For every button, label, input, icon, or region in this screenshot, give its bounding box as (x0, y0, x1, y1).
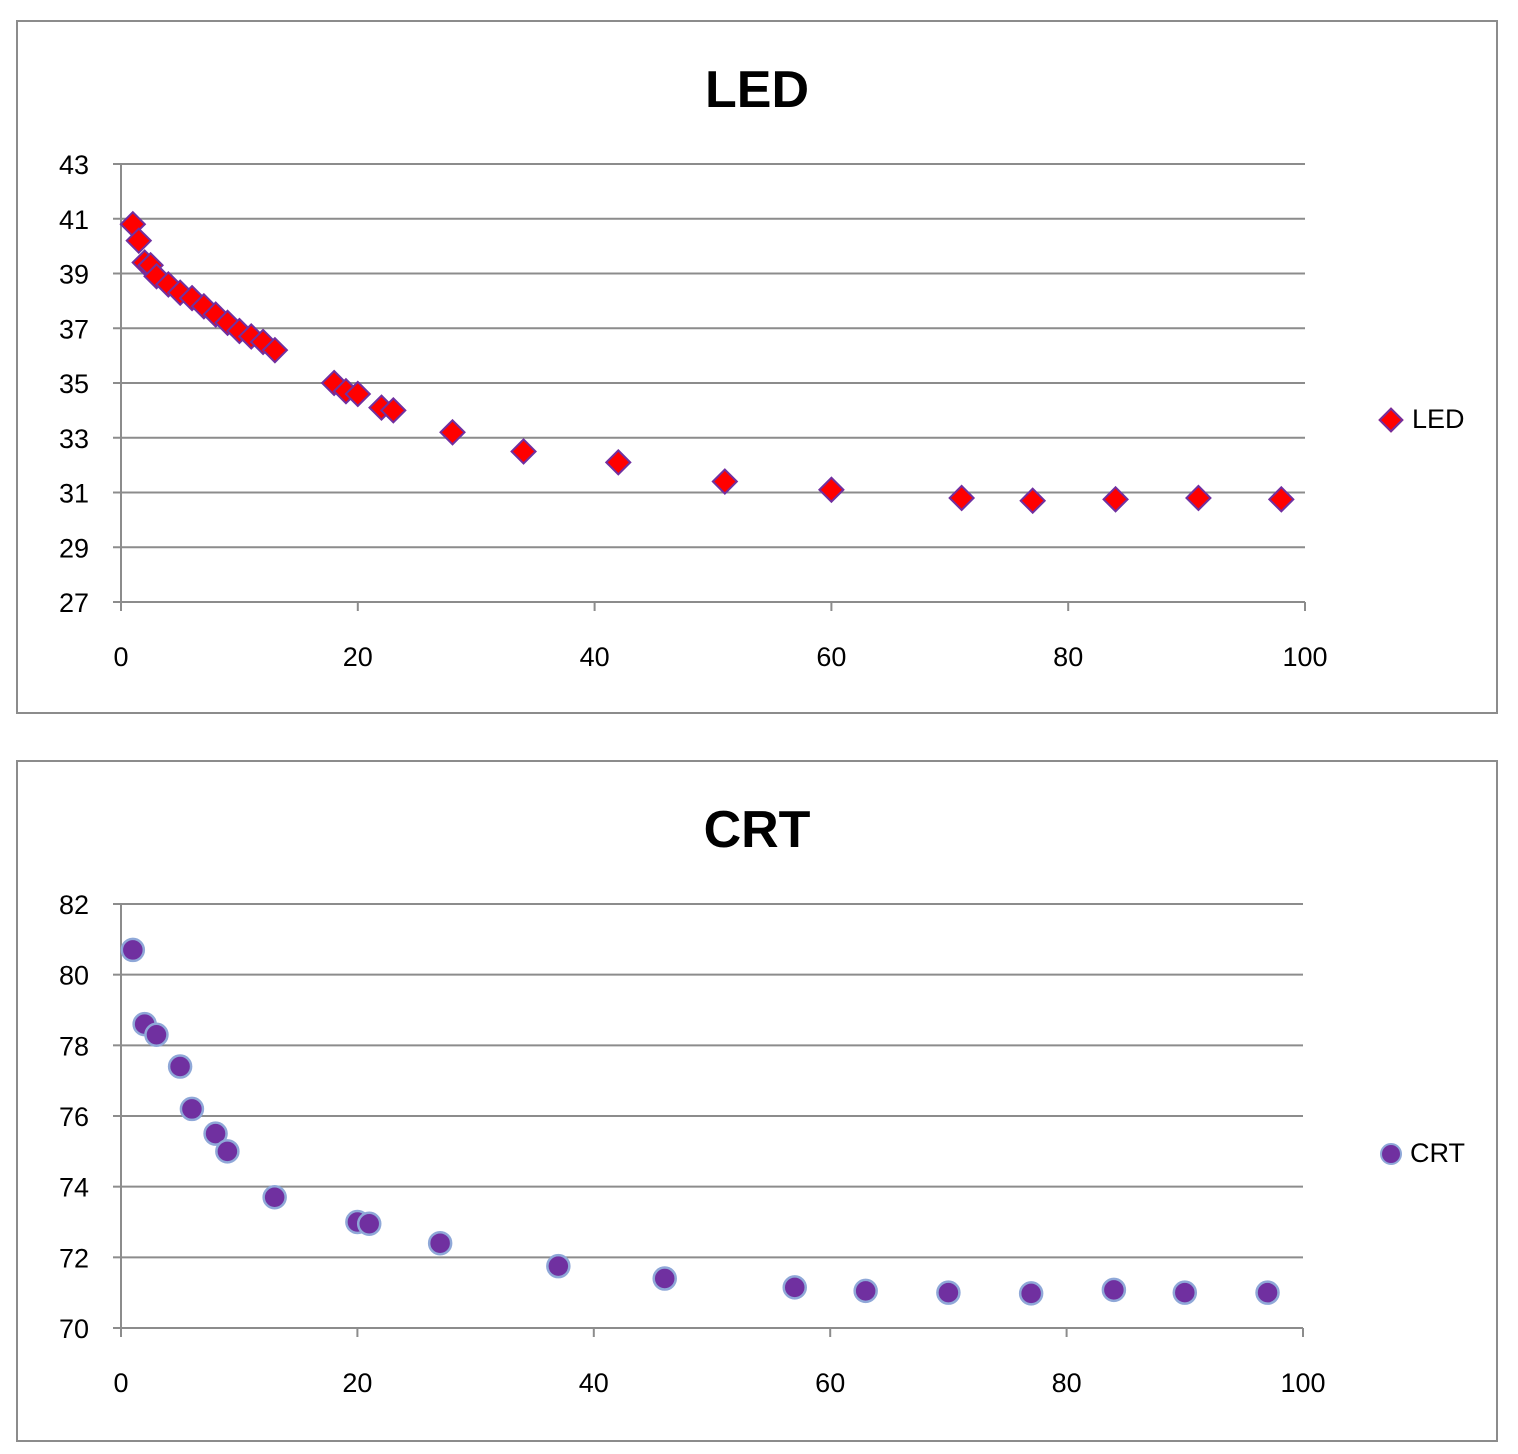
crt-data-point (120, 937, 146, 963)
led-chart-title: LED (705, 61, 809, 119)
crt-data-point (782, 1275, 807, 1300)
crt-data-point (853, 1278, 878, 1304)
led-plot: 27 29 31 33 35 37 39 41 43 0 20 40 60 80 100 (59, 150, 1328, 672)
crt-xtick-label: 100 (1280, 1368, 1325, 1398)
crt-xtick-label: 20 (342, 1368, 372, 1398)
led-data-point (125, 227, 153, 255)
crt-xtick-label: 40 (579, 1368, 609, 1398)
led-xtick-label: 100 (1282, 642, 1327, 672)
crt-xtick-label: 0 (113, 1368, 128, 1398)
crt-data-point (215, 1139, 240, 1164)
crt-data-point (652, 1266, 677, 1291)
led-data-point (344, 380, 372, 408)
crt-ytick-label: 76 (59, 1102, 89, 1132)
led-ytick-label: 43 (59, 150, 89, 180)
led-data-point (817, 476, 845, 504)
led-xtick-label: 20 (343, 642, 373, 672)
led-data-point (261, 336, 289, 364)
crt-data-point (936, 1280, 961, 1305)
led-ytick-label: 39 (59, 260, 89, 290)
crt-ytick-label: 80 (59, 961, 89, 991)
led-ytick-label: 33 (59, 424, 89, 454)
crt-data-point (262, 1185, 287, 1210)
led-data-point (604, 448, 632, 476)
led-data-point (1185, 484, 1212, 512)
crt-legend-circle-icon (1380, 1142, 1402, 1165)
led-data-point (1019, 487, 1047, 515)
led-data-point (439, 418, 466, 446)
led-ytick-label: 35 (59, 369, 89, 399)
crt-data-point (167, 1054, 193, 1079)
led-data-point (1267, 485, 1295, 513)
led-ytick-label: 41 (59, 205, 89, 235)
crt-data-point (1101, 1277, 1127, 1303)
crt-xtick-label: 80 (1052, 1368, 1082, 1398)
led-ytick-label: 37 (59, 314, 89, 344)
crt-legend: CRT (1380, 1138, 1465, 1169)
crt-data-point (179, 1096, 205, 1122)
crt-ytick-label: 82 (59, 890, 89, 920)
led-data-point (379, 396, 407, 424)
crt-ytick-label: 78 (59, 1031, 89, 1061)
led-xtick-label: 0 (113, 642, 128, 672)
led-data-point (948, 484, 976, 512)
crt-data-point (546, 1253, 571, 1279)
crt-xtick-label: 60 (815, 1368, 845, 1398)
crt-legend-label: CRT (1410, 1138, 1466, 1168)
led-legend-label: LED (1412, 404, 1465, 434)
crt-data-point (427, 1230, 453, 1256)
led-ytick-label: 31 (59, 479, 89, 509)
crt-data-point (203, 1121, 228, 1146)
led-xtick-label: 40 (580, 642, 610, 672)
crt-data-point (356, 1211, 382, 1237)
crt-chart-panel: CRT 70 72 74 76 78 80 82 0 20 40 60 80 100 CRT (16, 760, 1498, 1442)
crt-ytick-label: 72 (59, 1243, 89, 1273)
led-data-point (1102, 485, 1129, 513)
led-legend: LED (1378, 404, 1465, 435)
led-chart-panel: LED 27 29 31 33 35 37 39 41 43 0 20 40 60 80 100 LED (16, 20, 1498, 714)
crt-ytick-label: 70 (59, 1314, 89, 1344)
led-data-point (711, 468, 739, 495)
crt-data-point (144, 1022, 169, 1047)
led-xtick-label: 80 (1053, 642, 1083, 672)
led-ytick-label: 27 (59, 588, 89, 618)
crt-ytick-label: 74 (59, 1173, 89, 1203)
crt-data-point (1018, 1281, 1044, 1306)
crt-data-point (1255, 1280, 1280, 1305)
led-data-point (510, 438, 537, 465)
led-ytick-label: 29 (59, 533, 89, 563)
crt-data-point (1172, 1280, 1198, 1305)
led-legend-diamond-icon (1378, 406, 1404, 433)
led-xtick-label: 60 (816, 642, 846, 672)
crt-plot: 70 72 74 76 78 80 82 0 20 40 60 80 100 (59, 890, 1326, 1398)
crt-chart-title: CRT (703, 801, 811, 859)
